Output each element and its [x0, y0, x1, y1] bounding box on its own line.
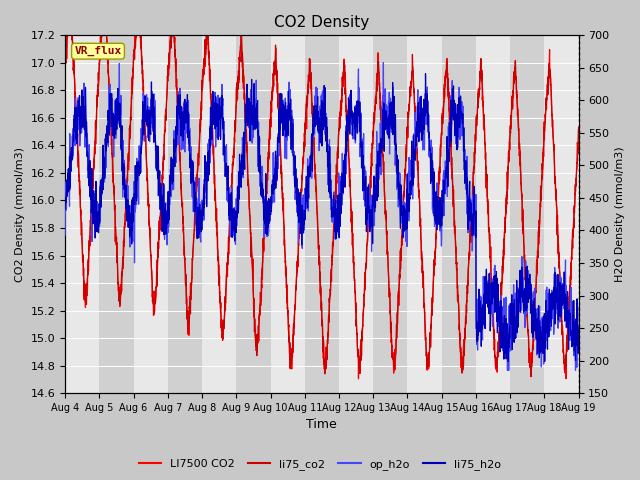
- op_h2o: [560, 306, 568, 312]
- li75_h2o: [88, 210, 95, 216]
- LI7500 CO2: [575, 129, 582, 134]
- Bar: [134, 36, 168, 393]
- li75_h2o: [311, 108, 319, 113]
- X-axis label: Time: Time: [307, 419, 337, 432]
- Bar: [99, 36, 134, 393]
- Legend: LI7500 CO2, li75_co2, op_h2o, li75_h2o: LI7500 CO2, li75_co2, op_h2o, li75_h2o: [134, 455, 506, 474]
- li75_co2: [466, 231, 474, 237]
- LI7500 CO2: [61, 68, 69, 73]
- LI7500 CO2: [63, 33, 70, 38]
- li75_h2o: [422, 71, 429, 76]
- Bar: [168, 36, 202, 393]
- li75_co2: [527, 374, 535, 380]
- LI7500 CO2: [466, 225, 474, 230]
- li75_co2: [560, 358, 568, 364]
- op_h2o: [504, 368, 511, 373]
- Y-axis label: CO2 Density (mmol/m3): CO2 Density (mmol/m3): [15, 147, 25, 282]
- Bar: [373, 36, 408, 393]
- Bar: [202, 36, 236, 393]
- op_h2o: [561, 290, 568, 296]
- op_h2o: [380, 60, 387, 65]
- li75_co2: [311, 166, 319, 171]
- Bar: [510, 36, 545, 393]
- li75_h2o: [560, 290, 568, 296]
- Bar: [545, 36, 579, 393]
- li75_h2o: [298, 210, 305, 216]
- LI7500 CO2: [561, 360, 568, 365]
- Text: VR_flux: VR_flux: [74, 46, 122, 56]
- op_h2o: [61, 232, 69, 238]
- LI7500 CO2: [355, 376, 362, 382]
- Bar: [305, 36, 339, 393]
- li75_h2o: [575, 325, 582, 331]
- Y-axis label: H2O Density (mmol/m3): H2O Density (mmol/m3): [615, 146, 625, 282]
- LI7500 CO2: [560, 357, 568, 362]
- li75_co2: [63, 33, 71, 38]
- Bar: [65, 36, 99, 393]
- LI7500 CO2: [311, 174, 319, 180]
- Title: CO2 Density: CO2 Density: [275, 15, 369, 30]
- li75_co2: [88, 208, 95, 214]
- Bar: [339, 36, 373, 393]
- LI7500 CO2: [298, 185, 305, 191]
- li75_co2: [575, 124, 582, 130]
- op_h2o: [575, 334, 582, 339]
- Line: op_h2o: op_h2o: [65, 62, 579, 371]
- Line: li75_h2o: li75_h2o: [65, 73, 579, 362]
- op_h2o: [466, 206, 474, 212]
- Bar: [271, 36, 305, 393]
- LI7500 CO2: [88, 185, 95, 191]
- op_h2o: [88, 212, 95, 218]
- li75_co2: [298, 190, 305, 195]
- Bar: [442, 36, 476, 393]
- Bar: [408, 36, 442, 393]
- Bar: [476, 36, 510, 393]
- li75_co2: [61, 59, 69, 64]
- Bar: [236, 36, 271, 393]
- Line: li75_co2: li75_co2: [65, 36, 579, 377]
- op_h2o: [311, 104, 319, 110]
- li75_h2o: [61, 206, 69, 212]
- li75_h2o: [504, 359, 512, 365]
- li75_h2o: [561, 269, 568, 275]
- li75_co2: [561, 361, 568, 367]
- Line: LI7500 CO2: LI7500 CO2: [65, 36, 579, 379]
- li75_h2o: [466, 179, 474, 184]
- op_h2o: [298, 227, 305, 233]
